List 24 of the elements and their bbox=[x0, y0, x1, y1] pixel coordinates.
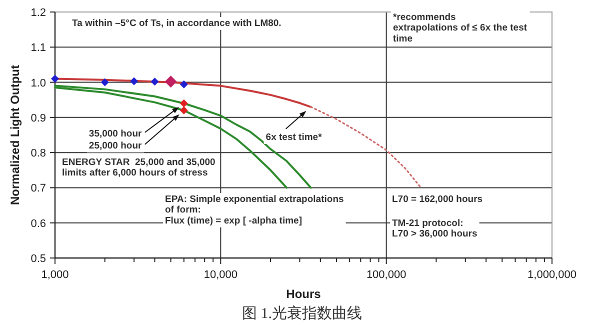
annotation: 25,000 hour bbox=[88, 140, 142, 152]
x-tick-label: 10,000 bbox=[204, 269, 238, 281]
y-tick-label: 0.9 bbox=[30, 112, 46, 124]
y-tick-label: 0.6 bbox=[30, 218, 46, 230]
y-tick-label: 1.0 bbox=[30, 77, 46, 90]
y-tick-label: 0.8 bbox=[30, 148, 46, 160]
annotation: ENERGY STAR 25,000 and 35,000 limits after 6,000 hours of stress bbox=[62, 157, 216, 179]
x-tick-label: 1,000 bbox=[41, 269, 69, 281]
y-tick-label: 1.2 bbox=[30, 7, 46, 19]
annotation: L70 = 162,000 hours bbox=[392, 194, 483, 205]
annotation: 6x test time* bbox=[266, 132, 322, 143]
y-tick-label: 0.7 bbox=[30, 182, 46, 195]
y-axis-title: Normalized Light Output bbox=[8, 65, 22, 205]
annotation: EPA: Simple exponential extrapolations of form: Flux (time) = exp [ -alpha time] bbox=[165, 194, 344, 226]
y-tick-label: 1.1 bbox=[30, 42, 46, 54]
x-axis-title: Hours bbox=[286, 287, 322, 301]
x-tick-label: 1,000,000 bbox=[528, 269, 576, 281]
caption: 图 1.光衰指数曲线 bbox=[242, 305, 362, 322]
annotation: *recommends extrapolations of ≤ 6x the test time bbox=[393, 12, 528, 44]
annotation: Ta within –5°C of Ts, in accordance with LM80. bbox=[72, 18, 282, 29]
y-tick-label: 0.5 bbox=[30, 253, 46, 265]
x-tick-label: 100,000 bbox=[366, 269, 406, 281]
annotation: TM-21 protocol: L70 > 36,000 hours bbox=[392, 218, 478, 240]
annotation: 35,000 hour bbox=[88, 128, 142, 140]
